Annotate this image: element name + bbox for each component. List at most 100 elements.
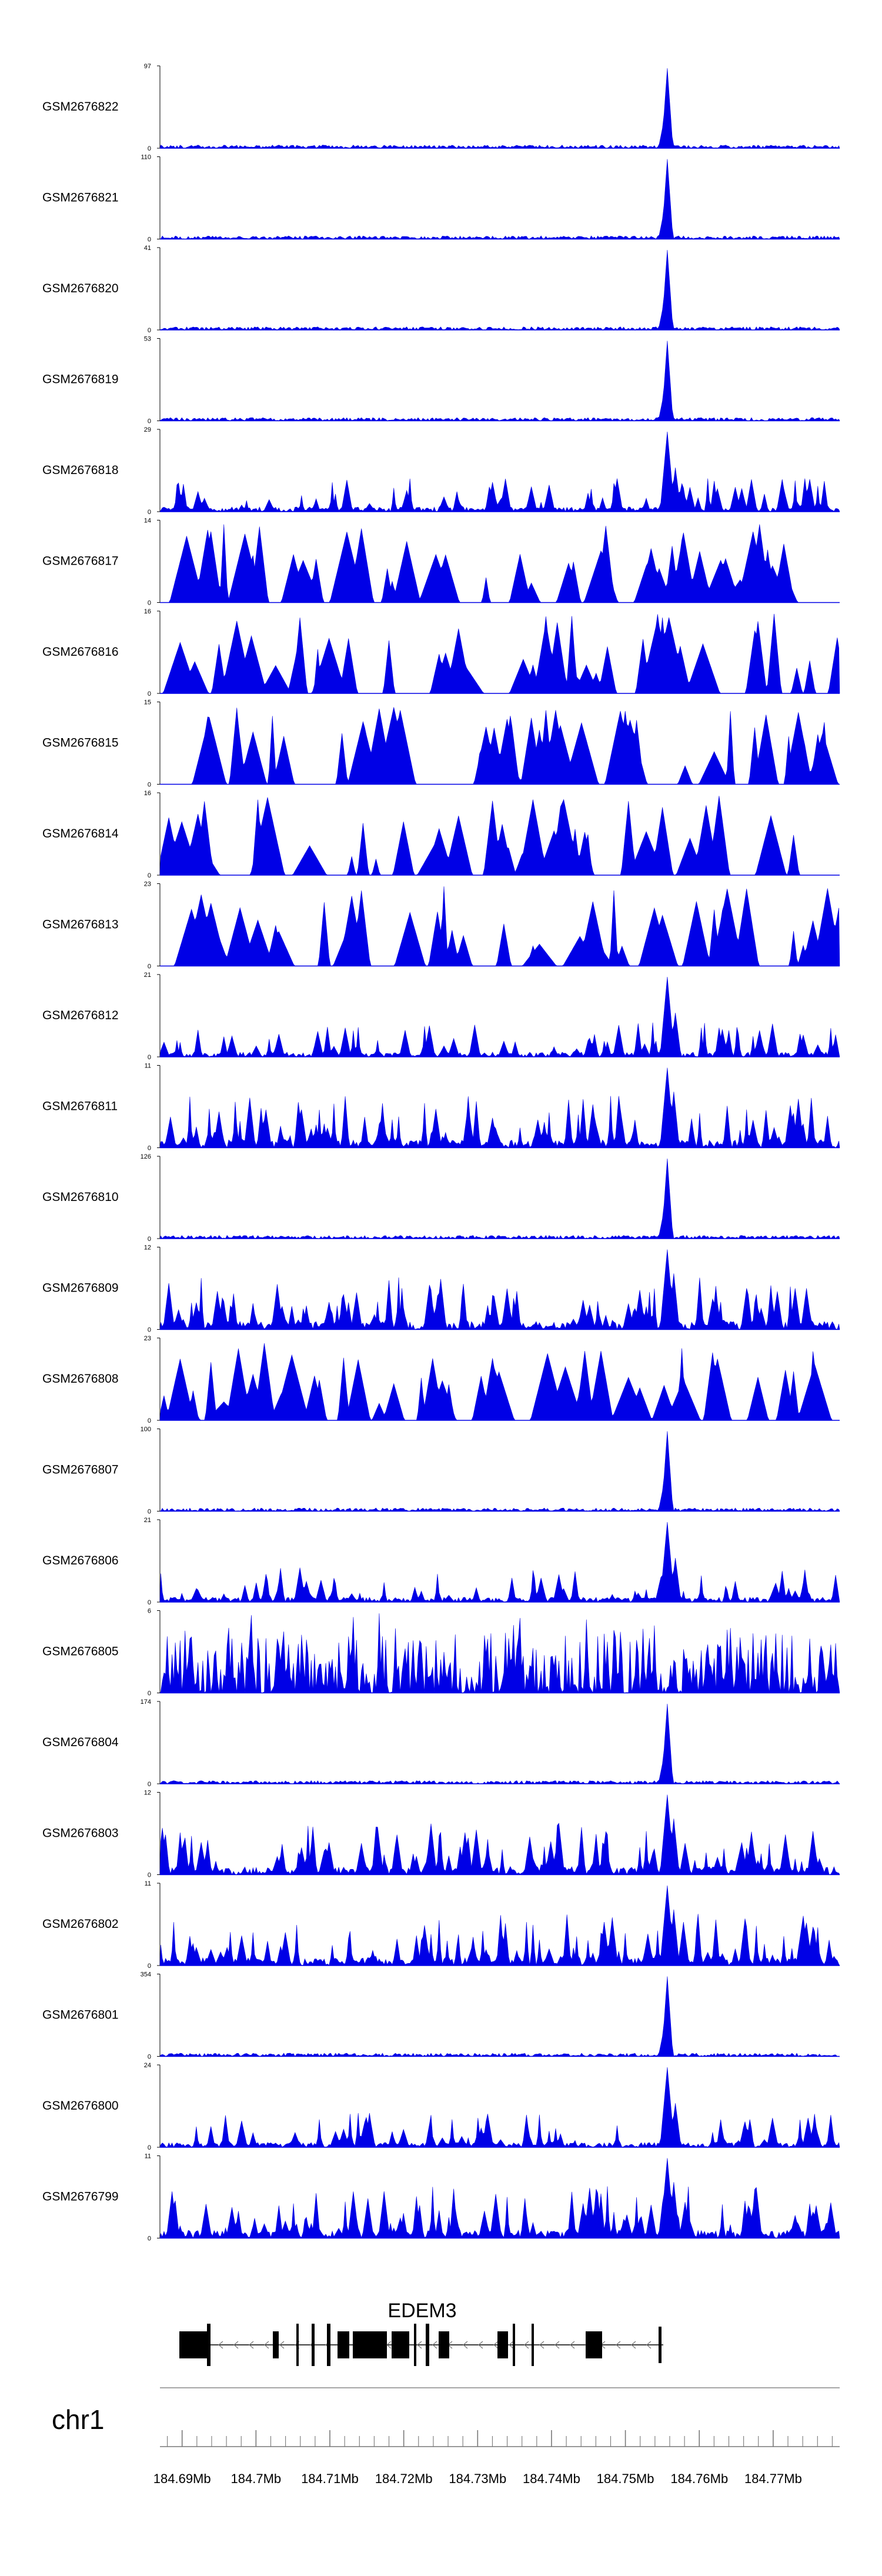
coverage-area xyxy=(159,796,840,876)
track-name-label: GSM2676818 xyxy=(42,463,119,477)
track-y-min-label: 0 xyxy=(148,509,151,516)
strand-arrow-icon xyxy=(478,2341,483,2349)
coverage-area xyxy=(159,1249,840,1330)
coverage-area xyxy=(159,249,840,331)
gene-exon xyxy=(586,2331,602,2358)
track-y-max-label: 354 xyxy=(141,1971,151,1978)
track-y-max-label: 15 xyxy=(144,699,151,706)
gene-exon xyxy=(513,2324,515,2366)
coverage-track: GSM2676813 23 0 xyxy=(42,881,840,970)
track-y-min-label: 0 xyxy=(148,145,151,152)
track-name-label: GSM2676820 xyxy=(42,282,119,295)
gene-exon xyxy=(532,2324,534,2366)
track-y-max-label: 16 xyxy=(144,790,151,797)
coverage-area xyxy=(159,1613,840,1694)
track-y-max-label: 11 xyxy=(145,1063,151,1070)
coverage-track: GSM2676808 23 0 xyxy=(42,1335,840,1424)
coverage-area xyxy=(159,68,840,149)
strand-arrow-icon xyxy=(509,2341,514,2349)
gene-exon xyxy=(312,2324,315,2366)
track-y-max-label: 126 xyxy=(141,1153,151,1160)
track-y-min-label: 0 xyxy=(148,963,151,970)
track-y-min-label: 0 xyxy=(148,1963,151,1970)
strand-arrow-icon xyxy=(631,2341,636,2349)
coverage-track: GSM2676801 354 0 xyxy=(42,1971,840,2061)
track-y-min-label: 0 xyxy=(148,1599,151,1606)
track-y-min-label: 0 xyxy=(148,600,151,607)
track-y-min-label: 0 xyxy=(148,1872,151,1879)
track-y-min-label: 0 xyxy=(148,327,151,334)
track-name-label: GSM2676799 xyxy=(42,2190,119,2204)
track-y-min-label: 0 xyxy=(148,782,151,789)
strand-arrow-icon xyxy=(493,2341,499,2349)
coverage-area xyxy=(159,1067,840,1149)
track-y-max-label: 41 xyxy=(144,245,151,252)
track-y-max-label: 12 xyxy=(144,1790,151,1797)
track-y-min-label: 0 xyxy=(148,418,151,425)
axis-tick-label: 184.7Mb xyxy=(231,2471,282,2486)
coverage-area xyxy=(159,1703,840,1784)
coverage-area xyxy=(160,707,840,785)
coverage-area xyxy=(159,2158,840,2239)
track-y-max-label: 21 xyxy=(144,1517,151,1524)
track-y-max-label: 14 xyxy=(144,518,151,525)
track-name-label: GSM2676814 xyxy=(42,827,119,840)
coverage-track: GSM2676819 53 0 xyxy=(42,336,840,425)
axis-tick-label: 184.71Mb xyxy=(301,2471,359,2486)
track-name-label: GSM2676804 xyxy=(42,1736,119,1749)
track-name-label: GSM2676812 xyxy=(42,1009,119,1022)
coverage-track: GSM2676800 24 0 xyxy=(42,2062,840,2151)
coverage-area xyxy=(159,1885,840,1966)
track-name-label: GSM2676800 xyxy=(42,2099,119,2113)
strand-arrow-icon xyxy=(218,2341,223,2349)
track-y-max-label: 11 xyxy=(145,2153,151,2160)
coverage-area xyxy=(159,341,840,422)
strand-arrow-icon xyxy=(616,2341,621,2349)
coverage-track: GSM2676811 11 0 xyxy=(42,1063,840,1152)
track-y-max-label: 29 xyxy=(144,426,151,433)
strand-arrow-icon xyxy=(249,2341,254,2349)
strand-arrow-icon xyxy=(554,2341,560,2349)
track-name-label: GSM2676816 xyxy=(42,645,119,659)
coverage-area xyxy=(160,886,840,966)
track-name-label: GSM2676803 xyxy=(42,1827,119,1840)
track-y-max-label: 24 xyxy=(144,2062,151,2069)
coverage-area xyxy=(159,1521,840,1603)
track-y-max-label: 16 xyxy=(144,608,151,615)
chromosome-label: chr1 xyxy=(52,2404,104,2435)
strand-arrow-icon xyxy=(524,2341,529,2349)
strand-arrow-icon xyxy=(432,2341,437,2349)
track-name-label: GSM2676811 xyxy=(42,1100,118,1113)
coverage-track: GSM2676816 16 0 xyxy=(42,608,840,698)
track-y-min-label: 0 xyxy=(148,236,151,243)
coverage-track: GSM2676807 100 0 xyxy=(42,1426,840,1516)
gene-exon xyxy=(179,2331,208,2358)
gene-exon xyxy=(207,2324,211,2366)
gene-exon xyxy=(353,2331,387,2358)
gene-exon xyxy=(338,2331,349,2358)
axis-tick-label: 184.73Mb xyxy=(449,2471,506,2486)
track-y-max-label: 12 xyxy=(144,1244,151,1252)
coverage-track: GSM2676820 41 0 xyxy=(42,245,840,334)
coverage-track: GSM2676812 21 0 xyxy=(42,972,840,1061)
track-y-max-label: 23 xyxy=(144,881,151,888)
track-y-min-label: 0 xyxy=(148,1690,151,1697)
track-y-max-label: 6 xyxy=(148,1608,151,1615)
coverage-track: GSM2676815 15 0 xyxy=(42,699,840,789)
track-y-min-label: 0 xyxy=(148,872,151,879)
strand-arrow-icon xyxy=(539,2341,544,2349)
track-y-min-label: 0 xyxy=(148,1236,151,1243)
coverage-track: GSM2676814 16 0 xyxy=(42,790,840,879)
gene-annotation-track: EDEM3 xyxy=(179,2300,663,2366)
gene-exon xyxy=(296,2324,299,2366)
track-name-label: GSM2676809 xyxy=(42,1282,119,1295)
track-name-label: GSM2676807 xyxy=(42,1463,119,1477)
strand-arrow-icon xyxy=(417,2341,422,2349)
axis-tick-label: 184.77Mb xyxy=(744,2471,802,2486)
track-y-min-label: 0 xyxy=(148,2054,151,2061)
coverage-track: GSM2676809 12 0 xyxy=(42,1244,840,1334)
strand-arrow-icon xyxy=(279,2341,285,2349)
track-name-label: GSM2676806 xyxy=(42,1554,119,1567)
coverage-area xyxy=(160,613,840,694)
